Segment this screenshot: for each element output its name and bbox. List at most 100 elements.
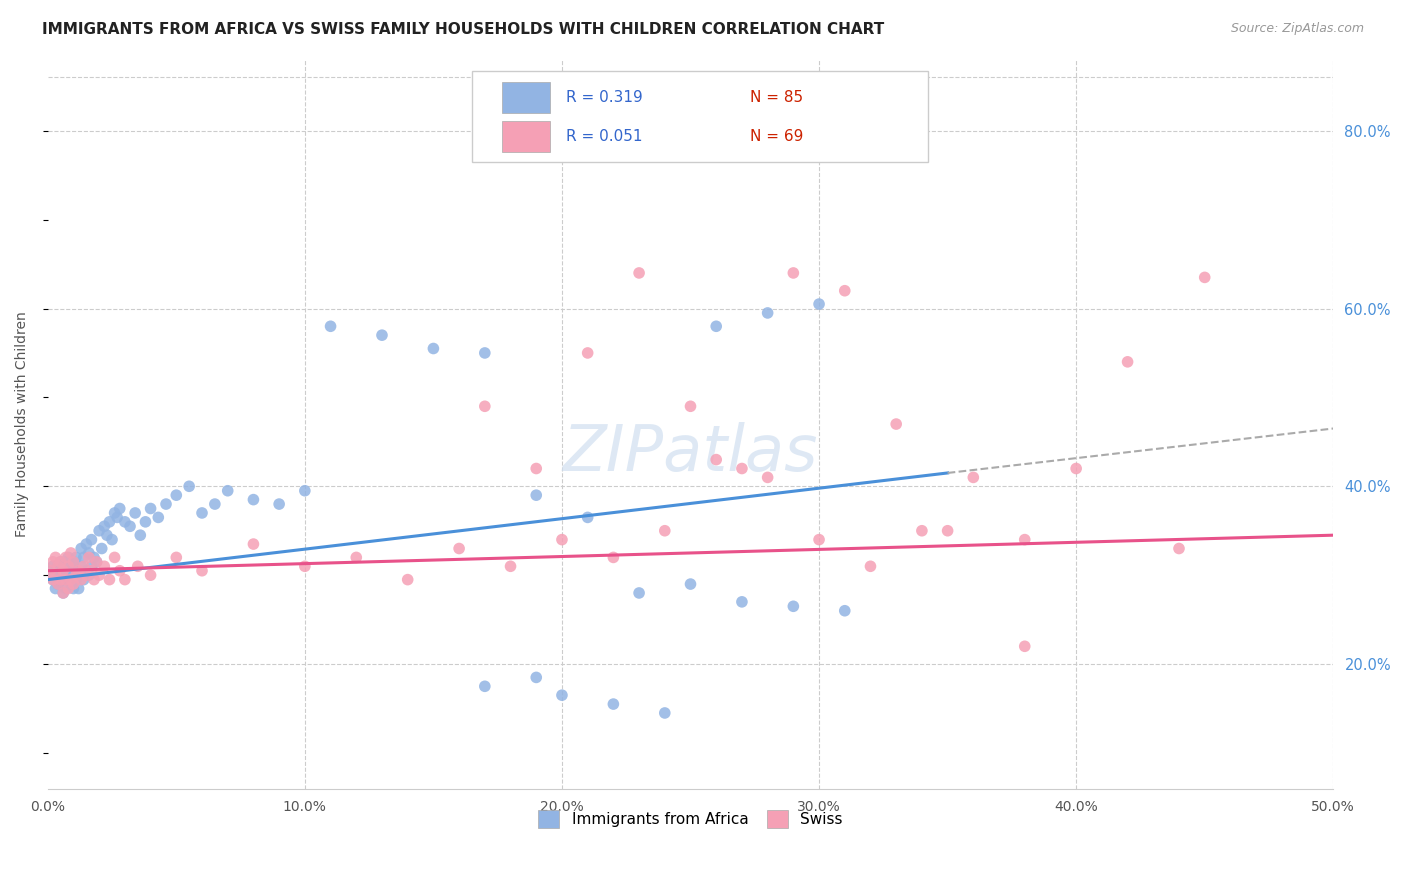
- Point: [108, 564, 131, 578]
- Point: [49, 555, 72, 569]
- Point: [602, 697, 624, 711]
- Point: [628, 586, 651, 600]
- Point: [319, 319, 342, 334]
- Point: [1168, 541, 1191, 556]
- Point: [396, 573, 419, 587]
- Point: [731, 461, 754, 475]
- Point: [782, 266, 804, 280]
- Point: [58, 573, 80, 587]
- Point: [1116, 355, 1139, 369]
- Point: [62, 555, 84, 569]
- Point: [44, 568, 66, 582]
- Point: [191, 506, 214, 520]
- Text: N = 85: N = 85: [749, 90, 803, 105]
- Point: [46, 559, 69, 574]
- Point: [104, 550, 127, 565]
- Y-axis label: Family Households with Children: Family Households with Children: [15, 311, 30, 537]
- Point: [77, 546, 100, 560]
- Point: [70, 559, 93, 574]
- Point: [679, 577, 702, 591]
- Point: [73, 550, 96, 565]
- Point: [127, 559, 149, 574]
- Point: [628, 266, 651, 280]
- Point: [86, 555, 108, 569]
- Point: [269, 497, 291, 511]
- Text: IMMIGRANTS FROM AFRICA VS SWISS FAMILY HOUSEHOLDS WITH CHILDREN CORRELATION CHAR: IMMIGRANTS FROM AFRICA VS SWISS FAMILY H…: [42, 22, 884, 37]
- Point: [73, 573, 96, 587]
- Point: [44, 564, 66, 578]
- Point: [59, 573, 82, 587]
- Point: [654, 706, 676, 720]
- Point: [52, 586, 75, 600]
- Point: [139, 501, 162, 516]
- Point: [344, 550, 367, 565]
- Point: [46, 559, 69, 574]
- Point: [1014, 640, 1036, 654]
- Point: [191, 564, 214, 578]
- Point: [52, 586, 75, 600]
- Point: [155, 497, 177, 511]
- Point: [67, 564, 90, 578]
- Point: [108, 501, 131, 516]
- Text: ZIPatlas: ZIPatlas: [562, 422, 818, 484]
- Point: [59, 577, 82, 591]
- Point: [65, 550, 87, 565]
- Point: [52, 559, 75, 574]
- Point: [105, 510, 128, 524]
- Bar: [502, 82, 550, 113]
- Point: [139, 568, 162, 582]
- Point: [80, 564, 103, 578]
- Point: [75, 564, 97, 578]
- Point: [98, 573, 121, 587]
- Point: [62, 577, 84, 591]
- Point: [165, 488, 187, 502]
- Point: [89, 524, 111, 538]
- Point: [148, 510, 170, 524]
- Point: [46, 577, 69, 591]
- Point: [44, 582, 66, 596]
- Point: [704, 319, 727, 334]
- Point: [93, 559, 115, 574]
- Point: [129, 528, 152, 542]
- Point: [58, 559, 80, 574]
- Point: [114, 515, 136, 529]
- Point: [58, 564, 80, 578]
- Point: [602, 550, 624, 565]
- Point: [679, 399, 702, 413]
- Legend: Immigrants from Africa, Swiss: Immigrants from Africa, Swiss: [530, 803, 851, 836]
- Point: [884, 417, 907, 431]
- Point: [42, 555, 65, 569]
- Point: [179, 479, 201, 493]
- Point: [294, 483, 316, 498]
- Point: [576, 346, 599, 360]
- Point: [55, 582, 77, 596]
- Point: [90, 541, 112, 556]
- Point: [55, 568, 77, 582]
- Point: [62, 555, 84, 569]
- Point: [49, 573, 72, 587]
- Point: [294, 559, 316, 574]
- Point: [808, 297, 831, 311]
- Point: [67, 582, 90, 596]
- Point: [756, 470, 779, 484]
- Point: [911, 524, 934, 538]
- Point: [474, 679, 496, 693]
- Point: [55, 573, 77, 587]
- Point: [98, 515, 121, 529]
- Point: [49, 568, 72, 582]
- Point: [449, 541, 471, 556]
- Point: [124, 506, 146, 520]
- Point: [65, 573, 87, 587]
- Point: [474, 346, 496, 360]
- Point: [62, 582, 84, 596]
- Point: [49, 573, 72, 587]
- Point: [808, 533, 831, 547]
- Point: [86, 555, 108, 569]
- Point: [96, 528, 118, 542]
- Point: [422, 342, 444, 356]
- Point: [52, 564, 75, 578]
- Point: [80, 533, 103, 547]
- Point: [834, 284, 856, 298]
- Point: [936, 524, 959, 538]
- Point: [242, 537, 264, 551]
